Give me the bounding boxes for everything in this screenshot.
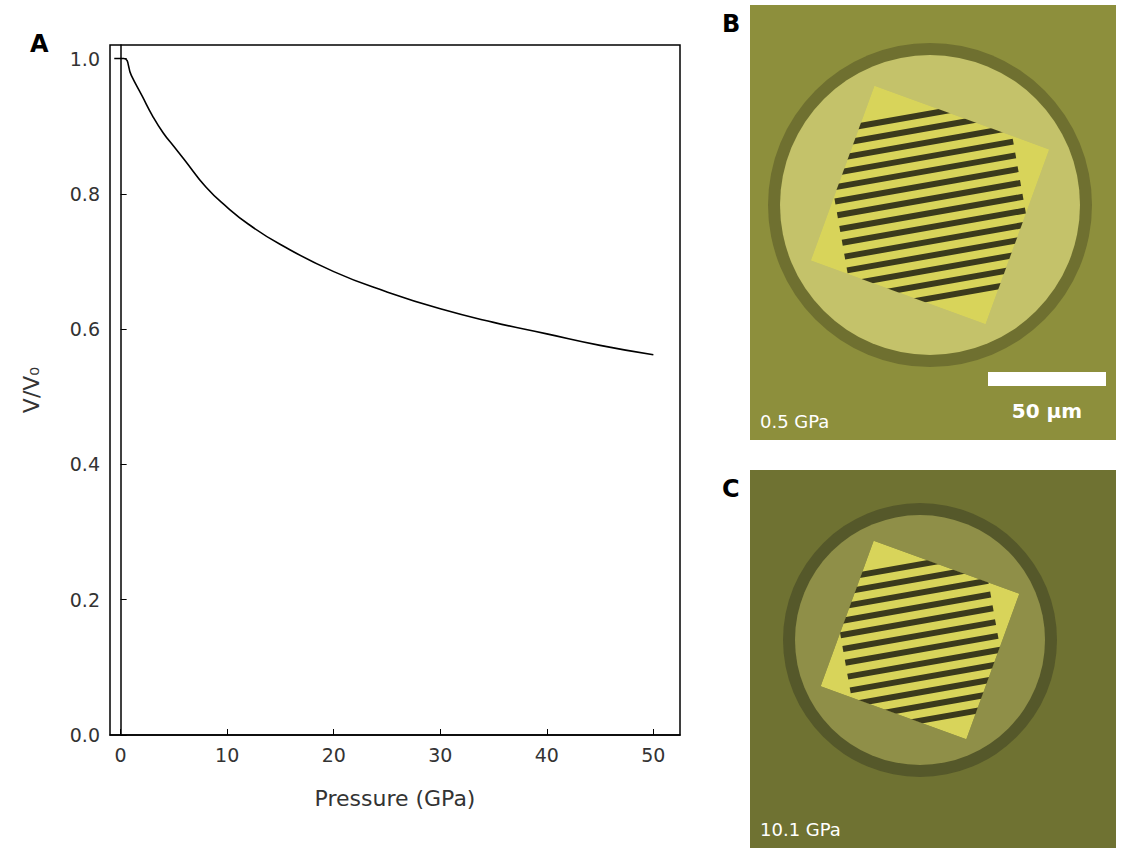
svg-text:0.6: 0.6: [70, 318, 100, 340]
svg-text:0.0: 0.0: [70, 724, 100, 746]
svg-text:30: 30: [428, 744, 452, 766]
svg-text:10.1 GPa: 10.1 GPa: [760, 819, 841, 840]
svg-text:0.2: 0.2: [70, 589, 100, 611]
svg-text:0.8: 0.8: [70, 183, 100, 205]
svg-text:V/V₀: V/V₀: [19, 367, 44, 414]
svg-text:C: C: [722, 475, 740, 503]
svg-text:40: 40: [535, 744, 559, 766]
svg-text:50: 50: [641, 744, 665, 766]
svg-text:0.5 GPa: 0.5 GPa: [760, 411, 829, 432]
svg-text:0: 0: [115, 744, 127, 766]
svg-text:B: B: [722, 10, 740, 38]
svg-text:Pressure (GPa): Pressure (GPa): [315, 786, 476, 811]
svg-text:0.4: 0.4: [70, 453, 100, 475]
svg-text:1.0: 1.0: [70, 48, 100, 70]
svg-text:20: 20: [322, 744, 346, 766]
svg-text:50 µm: 50 µm: [1012, 399, 1082, 423]
svg-text:10: 10: [215, 744, 239, 766]
html-text:A: A: [30, 30, 49, 58]
